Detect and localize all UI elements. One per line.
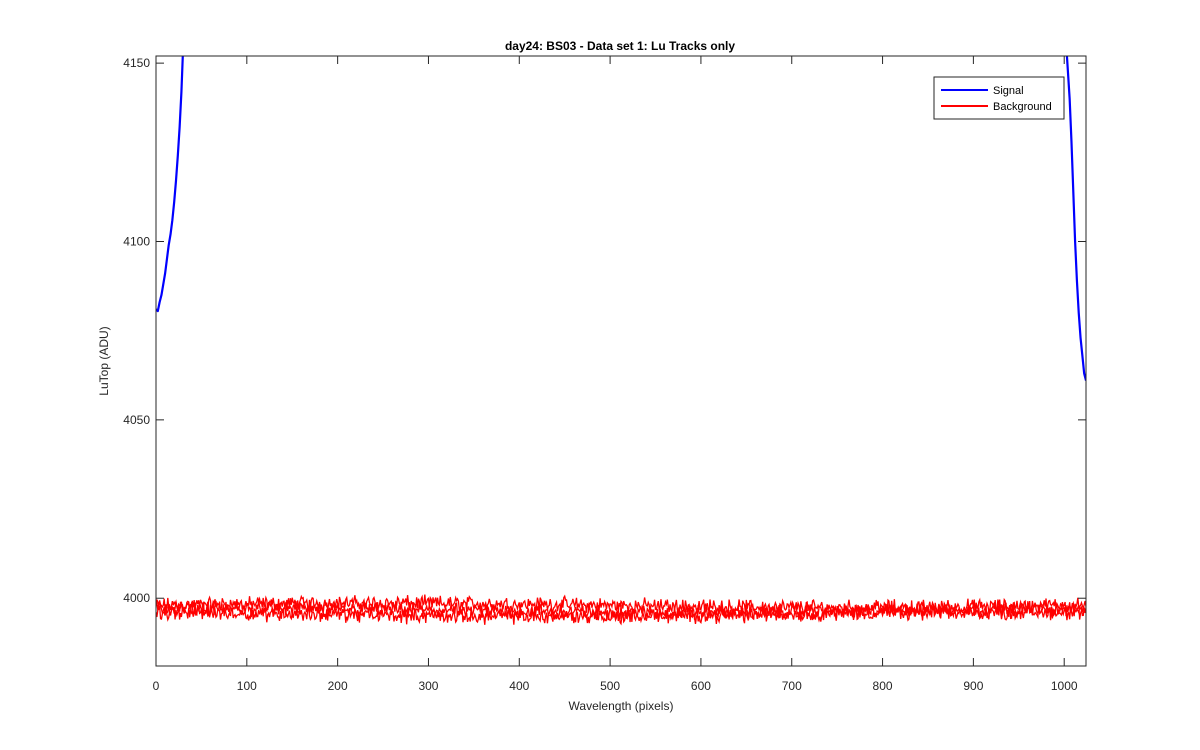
x-axis-label: Wavelength (pixels)	[569, 699, 674, 713]
y-axis: 4000 4050 4100 4150	[123, 56, 1086, 605]
signal-line	[156, 56, 184, 313]
legend-background-label: Background	[993, 101, 1052, 113]
background-line	[156, 601, 1086, 626]
x-axis: 0 100 200 300 400 500 600 700 800 900 1000	[153, 56, 1078, 693]
x-tick-label: 200	[328, 679, 348, 693]
x-tick-label: 100	[237, 679, 257, 693]
chart-title: day24: BS03 - Data set 1: Lu Tracks only	[505, 39, 735, 53]
plot-frame	[155, 55, 1087, 667]
legend-box	[933, 76, 1065, 120]
legend-signal-label: Signal	[993, 85, 1024, 97]
x-tick-label: 700	[782, 679, 802, 693]
x-tick-label: 0	[153, 679, 160, 693]
y-tick-label: 4050	[123, 413, 150, 427]
x-tick-label: 400	[509, 679, 529, 693]
background-line	[156, 599, 1086, 622]
legend: Signal Background	[933, 76, 1065, 120]
y-tick-label: 4000	[123, 591, 150, 605]
plot-area	[156, 56, 1086, 666]
y-axis-label: LuTop (ADU)	[97, 326, 111, 395]
x-tick-label: 600	[691, 679, 711, 693]
signal-line	[1065, 56, 1086, 381]
x-tick-label: 900	[963, 679, 983, 693]
y-tick-label: 4150	[123, 56, 150, 70]
y-tick-label: 4100	[123, 234, 150, 248]
x-tick-label: 500	[600, 679, 620, 693]
x-tick-label: 300	[418, 679, 438, 693]
x-tick-label: 1000	[1051, 679, 1078, 693]
x-tick-label: 800	[873, 679, 893, 693]
series-layer	[156, 56, 1086, 626]
